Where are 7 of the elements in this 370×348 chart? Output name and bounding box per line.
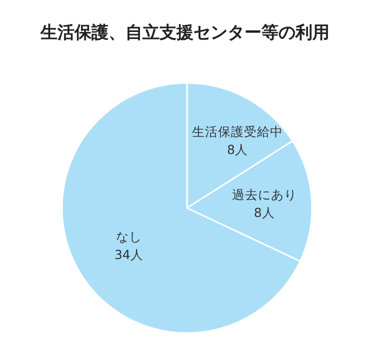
data-label: 34人 bbox=[114, 246, 144, 262]
slice-label: 生活保護受給中 bbox=[192, 124, 283, 140]
chart-title: 生活保護、自立支援センター等の利用 bbox=[40, 23, 330, 43]
data-label: 8人 bbox=[254, 205, 275, 220]
slice-label: 過去にあり bbox=[232, 187, 297, 202]
slice-label: なし bbox=[116, 228, 142, 244]
data-label: 8人 bbox=[227, 142, 248, 158]
